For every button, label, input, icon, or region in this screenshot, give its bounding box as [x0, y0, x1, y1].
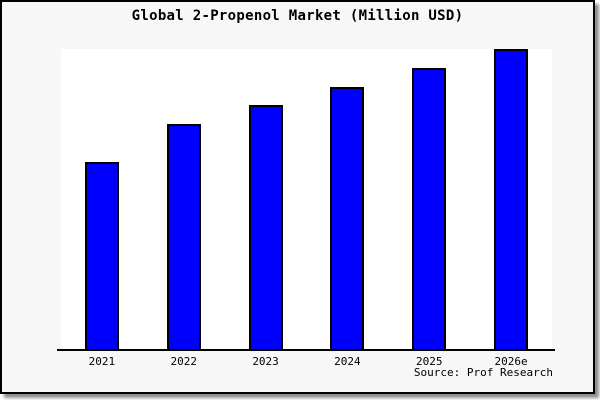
bar-slot-2026e [470, 49, 552, 349]
x-tick-label-2025: 2025 [415, 355, 443, 368]
x-tick-label-2023: 2023 [252, 355, 279, 368]
bar-slot-2025 [388, 49, 470, 349]
bar-2022 [166, 124, 201, 349]
x-tick-label-2021: 2021 [88, 355, 116, 368]
bar-2021 [84, 161, 119, 349]
x-tick-label-2022: 2022 [170, 355, 197, 368]
bar-slot-2024 [306, 49, 388, 349]
bar-2026e [494, 49, 529, 349]
x-axis-tick-labels: 2021 2022 2023 2024 2025 2026e [61, 355, 552, 368]
plot-area [61, 49, 552, 349]
bar-slot-2022 [143, 49, 225, 349]
bar-slot-2023 [225, 49, 307, 349]
source-credit: Source: Prof Research [413, 366, 553, 379]
bar-2023 [248, 105, 283, 349]
bar-slot-2021 [61, 49, 143, 349]
x-tick-label-2026e: 2026e [494, 355, 528, 368]
bar-2025 [412, 67, 447, 349]
chart-frame: Global 2-Propenol Market (Million USD) 2… [0, 0, 595, 394]
bar-2024 [330, 86, 365, 349]
chart-title: Global 2-Propenol Market (Million USD) [131, 8, 464, 24]
x-axis-line [57, 349, 555, 351]
x-tick-label-2024: 2024 [334, 355, 361, 368]
